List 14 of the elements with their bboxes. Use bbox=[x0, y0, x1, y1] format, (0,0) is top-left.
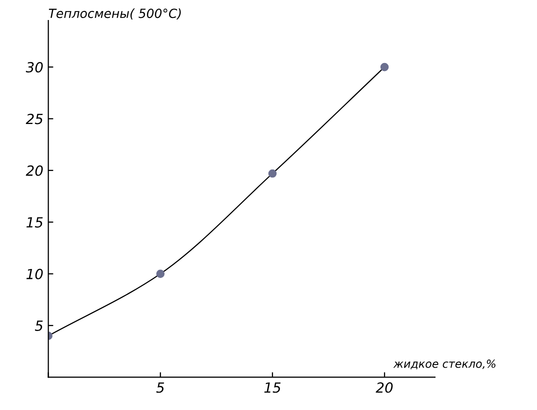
x-tick-label: 20 bbox=[376, 382, 393, 393]
point bbox=[156, 270, 165, 278]
x-axis-title: жидкое стекло,% bbox=[393, 360, 496, 370]
x-tick-label: 5 bbox=[156, 382, 164, 393]
y-tick-label: 25 bbox=[26, 114, 43, 124]
y-tick-label: 5 bbox=[34, 320, 43, 331]
point bbox=[380, 62, 389, 72]
y-tick-label: 30 bbox=[26, 62, 43, 72]
y-tick-label: 10 bbox=[26, 268, 43, 280]
y-axis-title: Теплосмены( 500°C) bbox=[48, 8, 181, 20]
y-tick-label: 15 bbox=[26, 217, 43, 228]
x-tick-label: 15 bbox=[264, 382, 281, 393]
y-tick-label: 20 bbox=[26, 165, 43, 176]
point bbox=[268, 169, 277, 178]
